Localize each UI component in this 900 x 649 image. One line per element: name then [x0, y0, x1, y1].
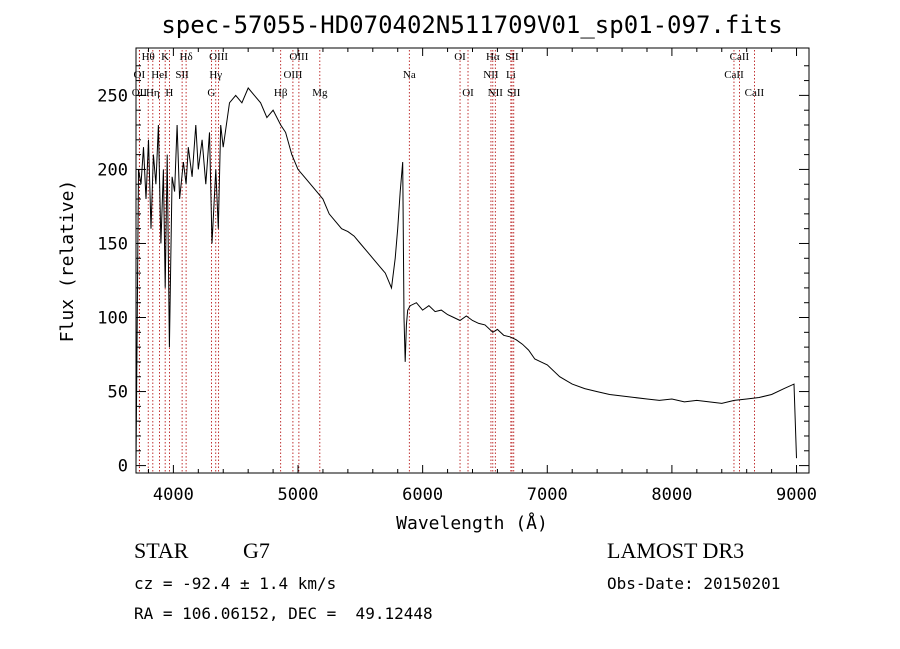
spectral-line-label: H — [165, 87, 173, 99]
spectral-line-label: CaII — [730, 51, 750, 63]
spectral-line-label: Hδ — [180, 51, 193, 63]
y-tick-label: 0 — [118, 457, 128, 477]
spectral-line-label: CaII — [724, 69, 744, 81]
object-class: STAR — [134, 538, 189, 563]
spectral-line-markers — [138, 50, 755, 473]
x-tick-label: 6000 — [402, 485, 443, 505]
y-tick-label: 200 — [97, 160, 128, 180]
x-tick-label: 5000 — [278, 485, 319, 505]
x-axis: 4000 5000 6000 7000 8000 9000 — [147, 48, 817, 505]
spectral-line-label: OI — [134, 69, 146, 81]
y-axis: 0 50 100 150 200 250 — [97, 65, 809, 477]
spectral-line-label: SII — [175, 69, 189, 81]
spectral-line-label: Mg — [312, 87, 328, 99]
x-axis-label: Wavelength (Å) — [396, 512, 548, 534]
x-tick-label: 7000 — [527, 485, 568, 505]
spectral-line-label: OIII — [283, 69, 302, 81]
spectral-line-label: OI — [454, 51, 466, 63]
plot-frame — [135, 47, 810, 474]
spectral-line-label: OIII — [289, 51, 308, 63]
y-tick-label: 100 — [97, 309, 128, 329]
object-subclass: G7 — [243, 538, 270, 563]
x-tick-label: 4000 — [153, 485, 194, 505]
spectrum-series-line — [135, 87, 797, 466]
spectral-line-label: SII — [507, 87, 521, 99]
survey-name: LAMOST DR3 — [607, 538, 745, 563]
x-tick-label: 9000 — [776, 485, 817, 505]
coordinates: RA = 106.06152, DEC = 49.12448 — [134, 604, 433, 623]
spectral-line-label: Li — [506, 69, 516, 81]
y-tick-label: 50 — [108, 383, 128, 403]
spectral-line-label: SII — [505, 51, 519, 63]
observation-date: Obs-Date: 20150201 — [607, 574, 781, 593]
spectral-line-label: Na — [403, 69, 416, 81]
spectral-line-label: CaII — [745, 87, 765, 99]
spectral-line-label: OIII — [209, 51, 228, 63]
spectral-line-label: Hγ — [209, 69, 222, 81]
x-tick-label: 8000 — [651, 485, 692, 505]
spectral-line-label: Hα — [486, 51, 500, 63]
y-axis-label: Flux (relative) — [57, 180, 78, 343]
spectral-line-label: G — [207, 87, 215, 99]
redshift-value: cz = -92.4 ± 1.4 km/s — [134, 574, 337, 593]
spectral-line-label: NII — [483, 69, 499, 81]
y-tick-label: 150 — [97, 234, 128, 254]
spectral-line-label: Hθ — [142, 51, 155, 63]
spectral-line-label: OI — [462, 87, 474, 99]
spectral-line-labels: Hθ K Hδ OIII OIII OI Hα SII CaII OI HeI SII Hγ OIII Na… — [132, 51, 765, 99]
spectral-line-label: NII — [488, 87, 504, 99]
spectral-line-label: K — [161, 51, 169, 63]
spectral-line-label: HeI — [151, 69, 168, 81]
spectral-line-label: Hβ — [274, 87, 288, 99]
spectral-line-label: Hη — [146, 87, 160, 99]
chart-title: spec-57055-HD070402N511709V01_sp01-097.f… — [161, 11, 782, 39]
y-tick-label: 250 — [97, 86, 128, 106]
